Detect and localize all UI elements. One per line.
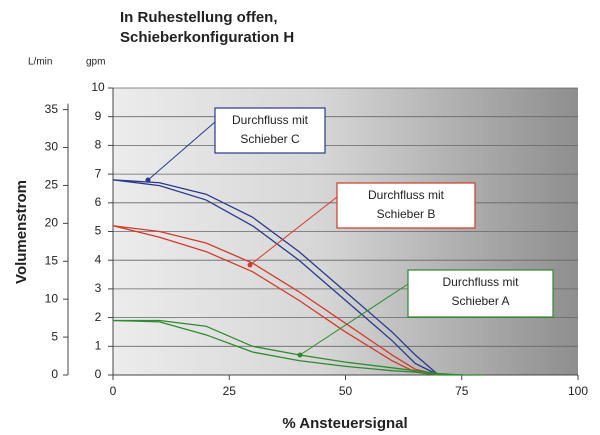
annotation-text: Schieber C [240, 132, 300, 146]
y-tick-label: 5 [95, 224, 102, 238]
series-line [112, 179, 439, 376]
annotation-arrow [299, 283, 409, 356]
series-line [112, 225, 439, 376]
series-line [112, 319, 485, 376]
y-tick-label: 7 [95, 166, 102, 180]
x-tick-label: 50 [339, 384, 353, 398]
annotation-box [214, 107, 326, 154]
annotation-box [407, 269, 554, 318]
y-tick-label: 1 [95, 338, 102, 352]
y-axis-label: Volumenstrom [13, 180, 30, 284]
annotation-arrow [147, 121, 216, 181]
series-line [112, 179, 439, 376]
y2-tick-label: 20 [45, 216, 59, 230]
annotation-text: Durchfluss mit [232, 113, 309, 127]
y-tick-label: 2 [95, 310, 102, 324]
annotation-dot [247, 262, 253, 268]
annotation-dot [297, 352, 303, 358]
chart-title: In Ruhestellung offen, [120, 9, 278, 26]
y2-tick-label: 35 [45, 102, 59, 116]
series-line [112, 225, 439, 376]
y-tick-label: 3 [95, 281, 102, 295]
annotation-box [336, 182, 476, 229]
y2-tick-label: 10 [45, 291, 59, 305]
x-axis-label: % Ansteuersignal [282, 415, 407, 432]
x-tick-label: 0 [110, 384, 117, 398]
annotation-text: Schieber B [377, 207, 436, 221]
annotation-arrow [249, 196, 338, 266]
y-tick-label: 6 [95, 195, 102, 209]
y2-tick-label: 25 [45, 178, 59, 192]
annotation-text: Schieber A [451, 294, 509, 308]
y-tick-label: 8 [95, 138, 102, 152]
y2-tick-label: 15 [45, 253, 59, 267]
y-tick-label: 9 [95, 109, 102, 123]
annotation-dot [145, 177, 151, 183]
x-tick-label: 100 [568, 384, 588, 398]
chart-title: Schieberkonfiguration H [120, 29, 294, 46]
series-line [113, 319, 462, 376]
annotation-text: Durchfluss mit [368, 188, 445, 202]
y2-tick-label: 0 [51, 367, 58, 381]
y2-tick-label: 30 [45, 140, 59, 154]
y2-tick-label: 5 [51, 329, 58, 343]
y-tick-label: 10 [91, 80, 105, 94]
y2-unit: L/min [28, 57, 52, 68]
y-unit: gpm [86, 57, 105, 68]
x-tick-label: 75 [455, 384, 469, 398]
y-tick-label: 0 [95, 367, 102, 381]
x-tick-label: 25 [223, 384, 237, 398]
y-tick-label: 4 [95, 252, 102, 266]
annotation-text: Durchfluss mit [442, 275, 519, 289]
